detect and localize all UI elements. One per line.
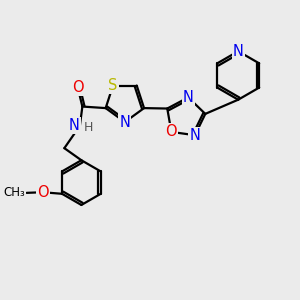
Text: O: O <box>166 124 177 140</box>
Text: N: N <box>119 115 130 130</box>
Text: N: N <box>69 118 80 133</box>
Text: O: O <box>72 80 83 95</box>
Text: H: H <box>84 121 93 134</box>
Text: S: S <box>108 78 118 93</box>
Text: CH₃: CH₃ <box>3 186 25 200</box>
Text: N: N <box>233 44 244 59</box>
Text: N: N <box>183 90 194 105</box>
Text: N: N <box>190 128 200 143</box>
Text: O: O <box>37 185 49 200</box>
